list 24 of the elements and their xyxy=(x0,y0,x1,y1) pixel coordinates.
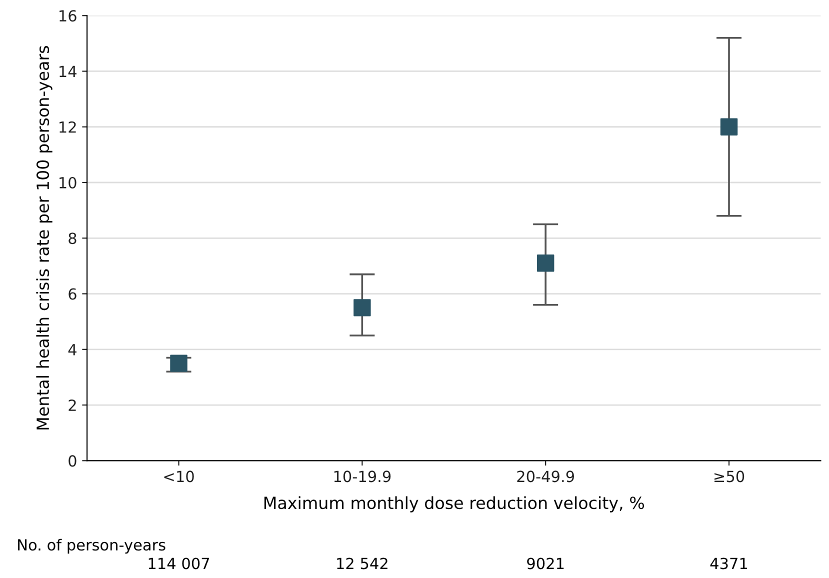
y-tick-label: 0 xyxy=(68,455,76,467)
y-tick-label: 14 xyxy=(60,66,76,78)
x-tick-label: 20-49.9 xyxy=(517,470,574,482)
point xyxy=(170,354,188,372)
y-tick-label: 8 xyxy=(68,232,76,244)
x-axis-title: Maximum monthly dose reduction velocity, % xyxy=(264,496,644,512)
y-axis-title: Mental health crisis rate per 100 person-years xyxy=(36,46,52,430)
y-tick-label: 10 xyxy=(60,176,76,189)
y-tick-label: 6 xyxy=(68,288,76,300)
text: 4371 xyxy=(710,558,748,570)
x-tick-label: ≥50 xyxy=(714,470,744,482)
y-tick-label: 16 xyxy=(60,10,76,22)
text: No. of person-years xyxy=(18,538,166,554)
x-tick-label: <10 xyxy=(164,470,194,482)
point xyxy=(354,299,371,316)
point xyxy=(536,254,554,272)
y-tick-label: 2 xyxy=(68,400,76,411)
text: 114 007 xyxy=(148,558,210,570)
y-tick-label: 12 xyxy=(60,121,76,133)
x-tick-label: 10-19.9 xyxy=(334,470,391,482)
text: 9021 xyxy=(527,558,564,570)
y-tick-label: 4 xyxy=(68,344,76,356)
point xyxy=(720,118,738,136)
text: 12 542 xyxy=(337,558,388,570)
